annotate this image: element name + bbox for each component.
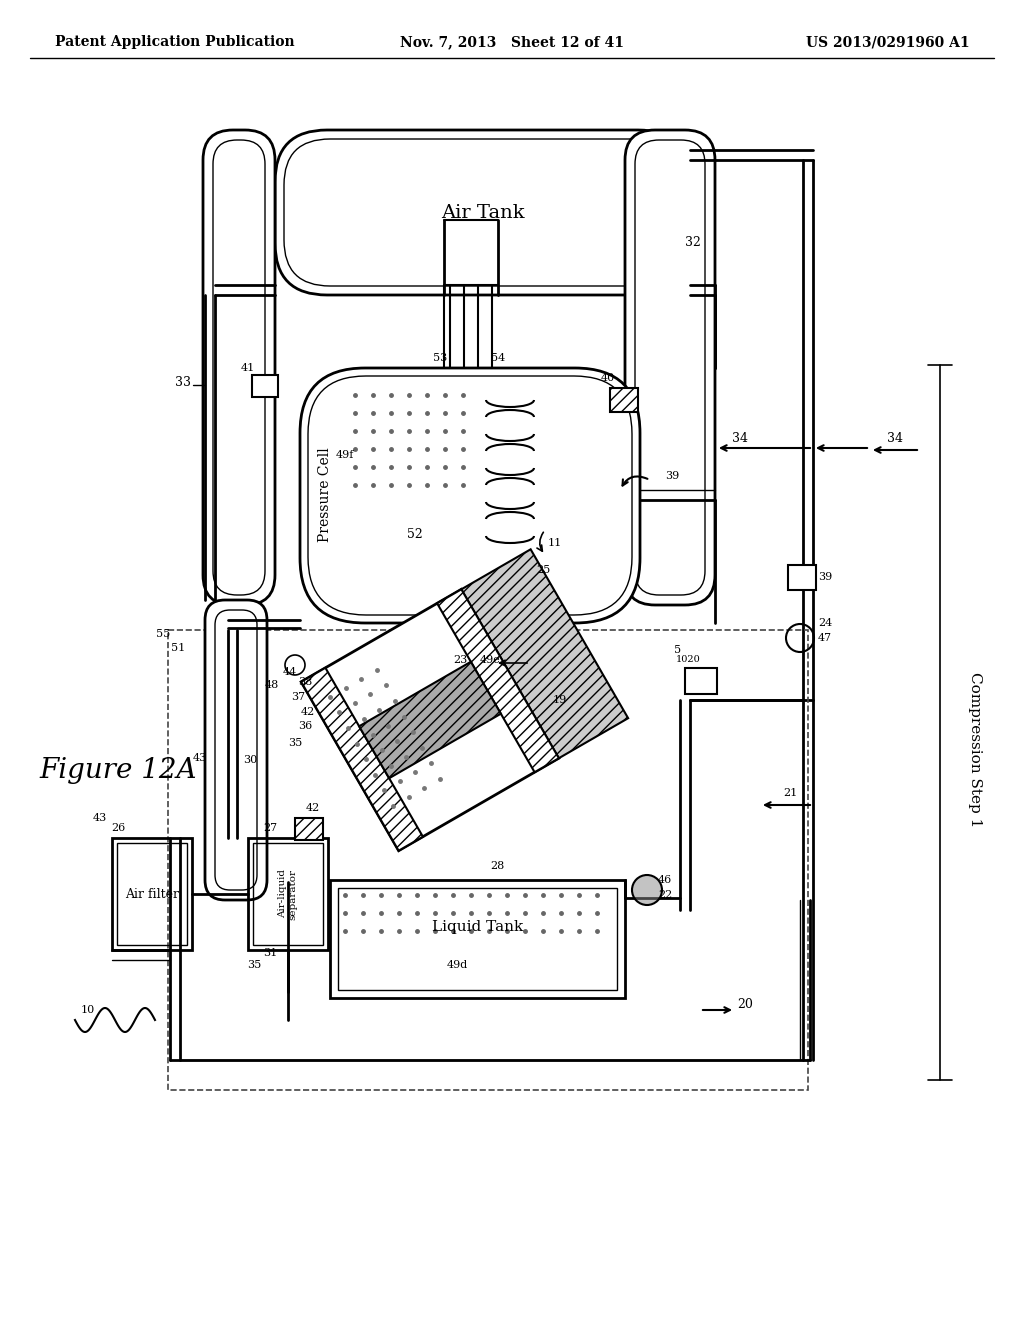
Text: 21: 21: [783, 788, 797, 799]
Text: Air Tank: Air Tank: [440, 203, 524, 222]
Text: 22: 22: [657, 890, 672, 900]
Text: Figure 12A: Figure 12A: [39, 756, 197, 784]
Text: 47: 47: [818, 634, 833, 643]
Text: Compression Step 1: Compression Step 1: [968, 672, 982, 828]
Text: 39: 39: [818, 572, 833, 582]
Text: 54: 54: [490, 352, 505, 363]
Text: Nov. 7, 2013   Sheet 12 of 41: Nov. 7, 2013 Sheet 12 of 41: [400, 36, 624, 49]
FancyBboxPatch shape: [275, 129, 690, 294]
Text: 20: 20: [737, 998, 753, 1011]
Text: 1020: 1020: [676, 656, 700, 664]
FancyBboxPatch shape: [625, 129, 715, 605]
Text: 38: 38: [298, 677, 312, 686]
Text: 35: 35: [288, 738, 302, 748]
Circle shape: [632, 875, 662, 906]
Bar: [253, 843, 323, 945]
Text: 51: 51: [171, 643, 185, 653]
Bar: [301, 589, 559, 850]
Text: US 2013/0291960 A1: US 2013/0291960 A1: [806, 36, 970, 49]
Text: 44: 44: [283, 667, 297, 677]
Text: 27: 27: [263, 822, 278, 833]
Bar: [330, 880, 625, 998]
Text: 25: 25: [536, 565, 550, 576]
Text: 39: 39: [665, 471, 679, 480]
Text: Liquid Tank: Liquid Tank: [432, 920, 523, 935]
Text: 40: 40: [601, 374, 615, 383]
Text: 24: 24: [818, 618, 833, 628]
Text: 5: 5: [675, 645, 682, 655]
Text: 42: 42: [306, 803, 321, 813]
FancyBboxPatch shape: [203, 129, 275, 605]
Text: 33: 33: [175, 375, 191, 388]
Bar: [437, 589, 559, 772]
Text: 46: 46: [657, 875, 672, 884]
Text: 23: 23: [453, 655, 467, 665]
Text: 36: 36: [298, 721, 312, 731]
FancyBboxPatch shape: [205, 601, 267, 900]
Text: 28: 28: [490, 861, 505, 871]
Bar: [248, 838, 328, 950]
Text: 34: 34: [887, 432, 903, 445]
Text: 41: 41: [241, 363, 255, 374]
Text: 49f: 49f: [336, 450, 354, 459]
Text: Air filter: Air filter: [125, 887, 179, 900]
Bar: [788, 565, 816, 590]
Bar: [112, 838, 193, 950]
Bar: [359, 661, 501, 779]
Bar: [252, 375, 278, 397]
Text: 32: 32: [685, 236, 701, 249]
Text: 43: 43: [193, 752, 207, 763]
Bar: [117, 843, 187, 945]
Text: 11: 11: [548, 539, 562, 548]
FancyBboxPatch shape: [300, 368, 640, 623]
Text: 55: 55: [156, 630, 170, 639]
Text: Air-liquid
separator: Air-liquid separator: [279, 869, 298, 920]
Bar: [301, 668, 423, 850]
Text: Patent Application Publication: Patent Application Publication: [55, 36, 295, 49]
Text: 26: 26: [111, 822, 125, 833]
Text: 52: 52: [408, 528, 423, 541]
Bar: [168, 630, 808, 1090]
Text: 19: 19: [553, 696, 567, 705]
Text: 53: 53: [433, 352, 447, 363]
Text: 35: 35: [247, 960, 261, 970]
Bar: [295, 818, 323, 840]
Text: 49d: 49d: [446, 960, 468, 970]
Bar: [338, 888, 617, 990]
Text: 34: 34: [732, 432, 748, 445]
Text: 49e: 49e: [479, 655, 501, 665]
Text: 37: 37: [291, 692, 305, 702]
Bar: [462, 549, 628, 758]
Text: 48: 48: [265, 680, 280, 690]
Text: 43: 43: [93, 813, 108, 822]
Text: 31: 31: [263, 948, 278, 958]
Bar: [685, 668, 717, 694]
Text: 42: 42: [301, 708, 315, 717]
Text: Pressure Cell: Pressure Cell: [318, 447, 332, 543]
Text: 10: 10: [81, 1005, 95, 1015]
Bar: [610, 388, 638, 412]
Text: 30: 30: [243, 755, 257, 766]
